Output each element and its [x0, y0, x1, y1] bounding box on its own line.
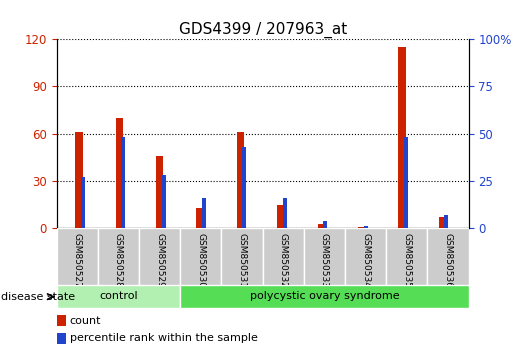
Text: GSM850534: GSM850534: [361, 233, 370, 288]
Bar: [386, 228, 427, 285]
Bar: [162, 175, 166, 228]
Text: GSM850535: GSM850535: [402, 233, 411, 288]
Text: GSM850529: GSM850529: [155, 233, 164, 288]
Title: GDS4399 / 207963_at: GDS4399 / 207963_at: [179, 21, 347, 38]
Bar: [116, 118, 123, 228]
Text: control: control: [99, 291, 138, 302]
Bar: [75, 132, 82, 228]
Bar: [444, 215, 449, 228]
Bar: [277, 205, 284, 228]
Bar: [283, 198, 287, 228]
Text: GSM850536: GSM850536: [443, 233, 453, 288]
Text: percentile rank within the sample: percentile rank within the sample: [70, 333, 258, 343]
Bar: [98, 228, 139, 285]
Bar: [345, 228, 386, 285]
Bar: [439, 217, 446, 228]
Text: polycystic ovary syndrome: polycystic ovary syndrome: [250, 291, 399, 302]
Bar: [180, 285, 469, 308]
Text: GSM850528: GSM850528: [114, 233, 123, 288]
Bar: [263, 228, 304, 285]
Bar: [404, 137, 408, 228]
Bar: [243, 147, 247, 228]
Text: GSM850533: GSM850533: [320, 233, 329, 288]
Bar: [202, 198, 206, 228]
Text: count: count: [70, 316, 101, 326]
Bar: [323, 221, 327, 228]
Text: GSM850531: GSM850531: [237, 233, 247, 288]
Bar: [237, 132, 244, 228]
Bar: [221, 228, 263, 285]
Bar: [358, 227, 365, 228]
Bar: [81, 177, 85, 228]
Text: GSM850527: GSM850527: [73, 233, 82, 288]
Bar: [121, 137, 125, 228]
Text: GSM850530: GSM850530: [196, 233, 205, 288]
Bar: [364, 227, 368, 228]
Bar: [304, 228, 345, 285]
Bar: [196, 208, 203, 228]
Bar: [139, 228, 180, 285]
Bar: [427, 228, 469, 285]
Bar: [399, 47, 406, 228]
Bar: [57, 228, 98, 285]
Bar: [318, 224, 325, 228]
Bar: [57, 285, 180, 308]
Bar: [180, 228, 221, 285]
Text: disease state: disease state: [1, 292, 75, 302]
Bar: [156, 156, 163, 228]
Text: GSM850532: GSM850532: [279, 233, 288, 288]
